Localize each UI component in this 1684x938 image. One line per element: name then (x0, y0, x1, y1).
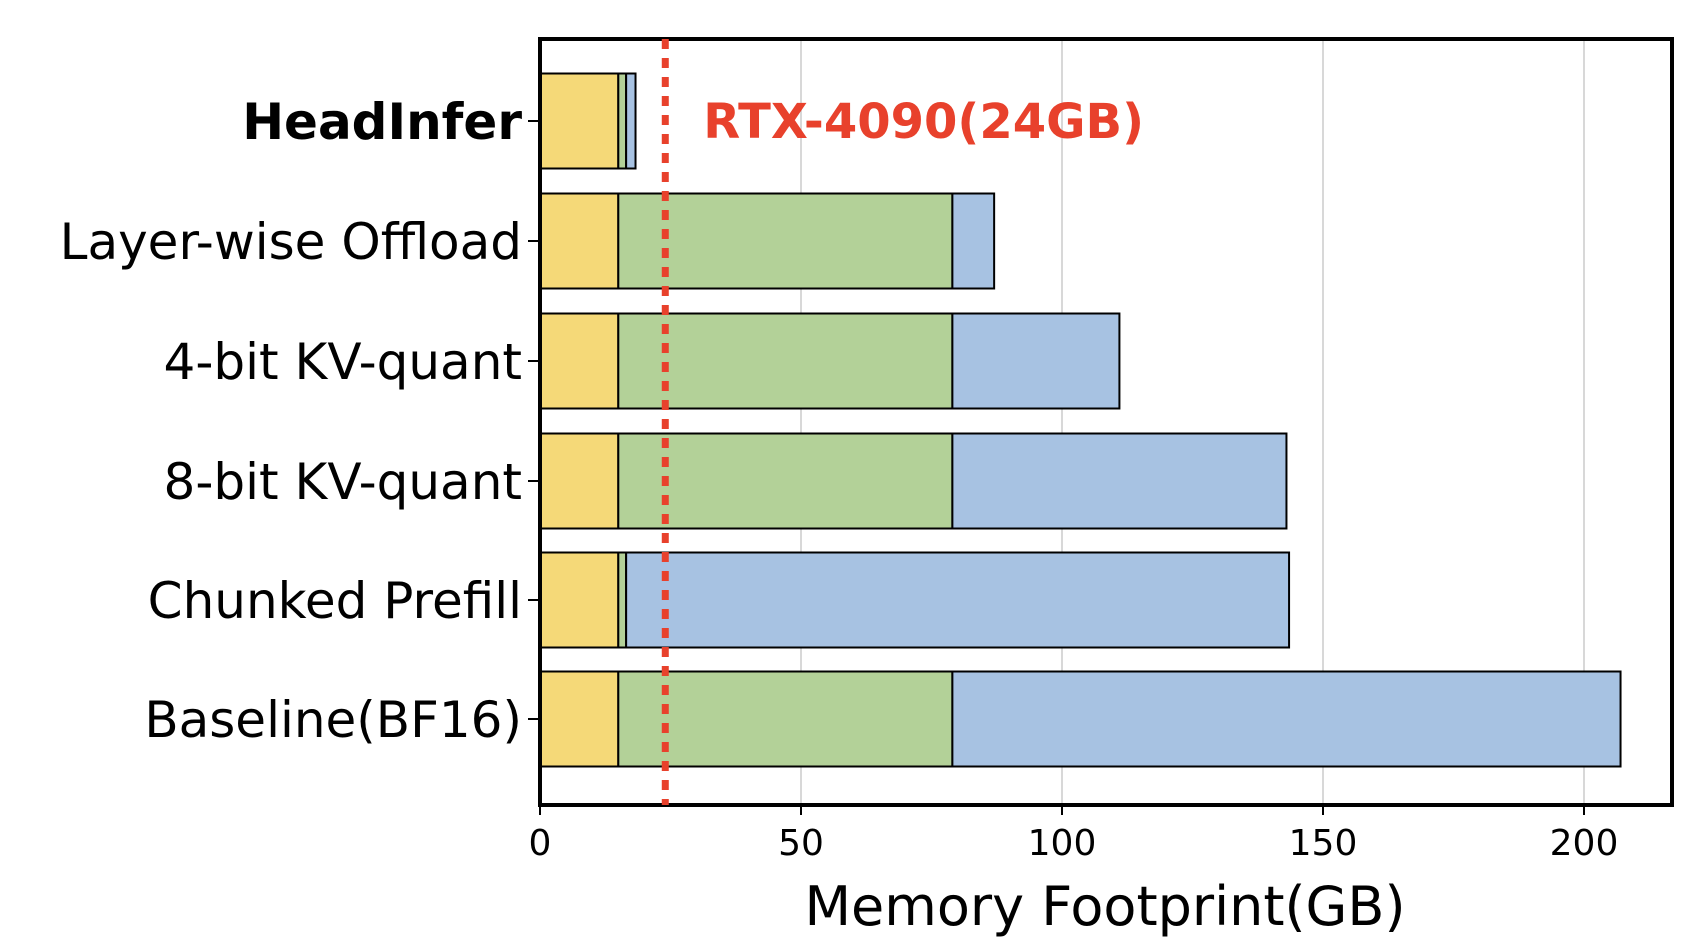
bar-segment (617, 192, 954, 290)
bar-segment (539, 312, 620, 410)
bar-segment (539, 192, 620, 290)
y-tick-label: Layer-wise Offload (60, 213, 522, 271)
bar-segment (951, 432, 1288, 530)
bar-segment (539, 551, 620, 649)
bar-segment (617, 312, 954, 410)
bar-segment (625, 72, 637, 170)
bar-segment (951, 670, 1622, 768)
y-tick-label: Chunked Prefill (148, 572, 522, 630)
reference-line-label: RTX-4090(24GB) (703, 94, 1144, 150)
x-tick-label: 200 (1550, 823, 1619, 864)
bar-segment (617, 670, 954, 768)
x-tick-label: 150 (1289, 823, 1358, 864)
bar-segment (625, 551, 1291, 649)
x-tick-label: 100 (1028, 823, 1097, 864)
bar-segment (951, 192, 996, 290)
y-tick-label: 4-bit KV-quant (164, 333, 522, 391)
bar-segment (539, 432, 620, 530)
bar-segment (617, 432, 954, 530)
x-tick-label: 50 (778, 823, 824, 864)
x-axis-label: Memory Footprint(GB) (804, 875, 1405, 938)
y-tick-label: Baseline(BF16) (144, 691, 522, 749)
bar-segment (539, 72, 620, 170)
bar-segment (951, 312, 1121, 410)
plot-frame (538, 37, 1674, 807)
y-tick-label: HeadInfer (242, 93, 522, 151)
bar-segment (539, 670, 620, 768)
x-tick-label: 0 (529, 823, 552, 864)
bar-segment (617, 551, 628, 649)
bar-segment (617, 72, 628, 170)
y-tick-label: 8-bit KV-quant (164, 453, 522, 511)
